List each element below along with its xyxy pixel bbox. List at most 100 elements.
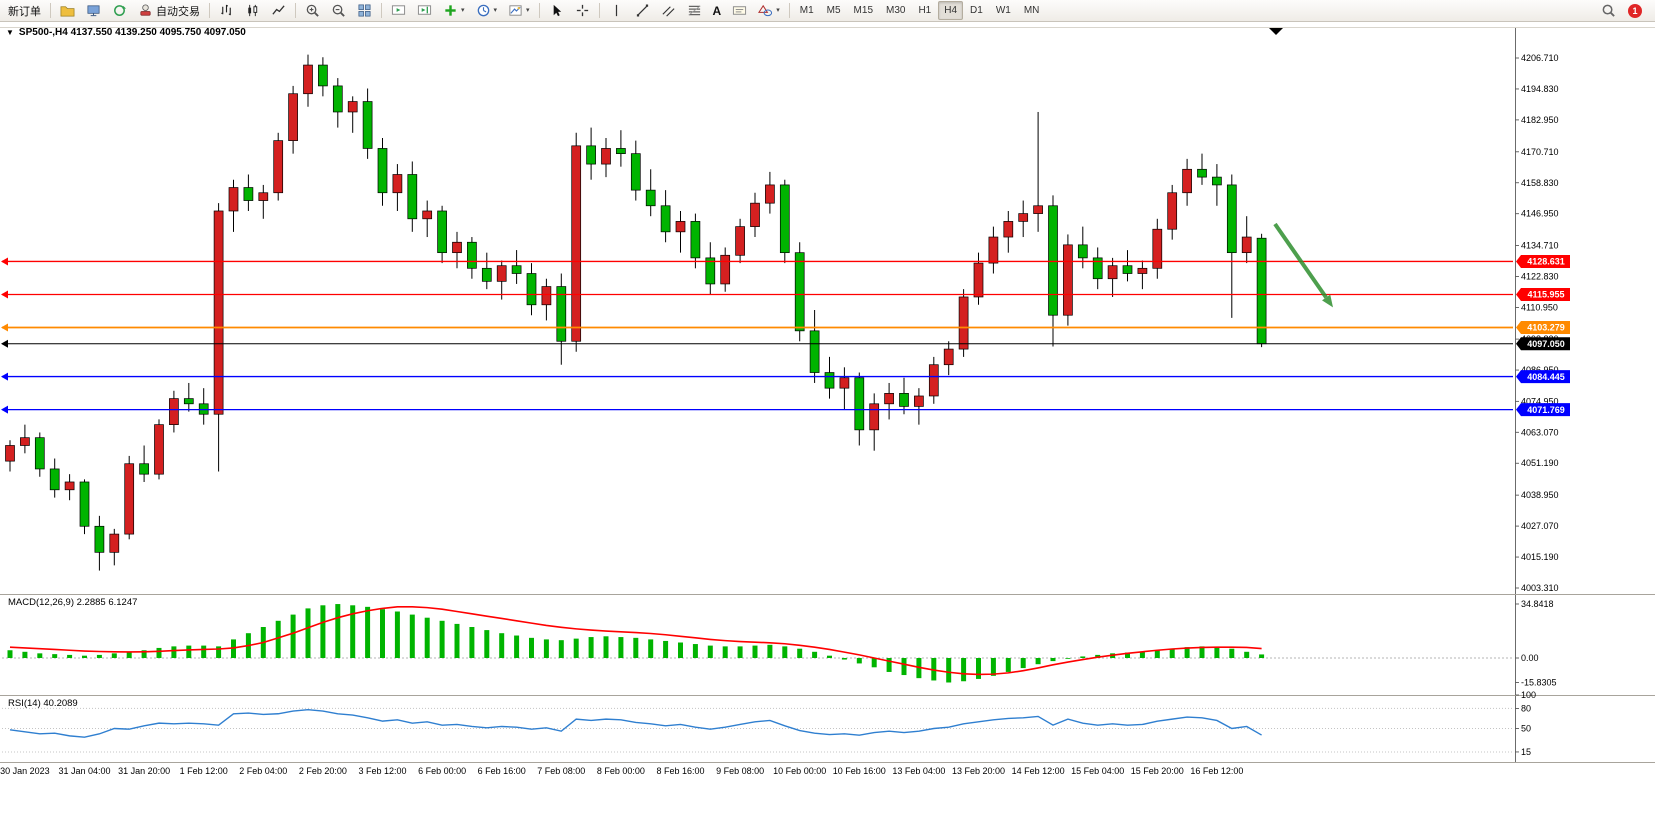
panel-borders <box>0 27 1655 763</box>
text-label-button[interactable] <box>727 1 752 20</box>
periods-button[interactable]: ▾ <box>471 1 503 20</box>
line-left-marker-icon <box>1 323 8 332</box>
timeframe-button-h4[interactable]: H4 <box>938 1 964 20</box>
candle <box>720 254 731 285</box>
chart-title: SP500-,H4 4137.550 4139.250 4095.750 409… <box>18 27 246 38</box>
price-axis-label: 4027.070 <box>1521 521 1559 531</box>
refresh-button[interactable] <box>107 1 132 20</box>
chart-shift-button[interactable] <box>412 1 437 20</box>
price-badge-label: 4084.445 <box>1527 372 1565 382</box>
search-button[interactable] <box>1596 1 1621 20</box>
timeframe-button-m30[interactable]: M30 <box>880 1 911 20</box>
chart-menu-icon[interactable]: ▼ <box>6 27 14 37</box>
line-left-marker-icon <box>1 405 8 414</box>
candlestick-chart-button[interactable] <box>240 1 265 20</box>
auto-scroll-button[interactable] <box>386 1 411 20</box>
rsi-line[interactable] <box>9 709 1262 738</box>
tile-windows-icon <box>358 4 371 17</box>
profiles-button[interactable] <box>81 1 106 20</box>
text-tool-button[interactable]: A <box>708 1 727 20</box>
cursor-button[interactable] <box>544 1 569 20</box>
toolbar-separator <box>538 3 540 18</box>
candle <box>288 93 298 141</box>
vertical-line-button[interactable] <box>604 1 629 20</box>
candle <box>1167 192 1178 230</box>
bar-chart-button[interactable] <box>214 1 239 20</box>
dropdown-caret-icon: ▾ <box>526 7 530 14</box>
price-axis-label: 4063.070 <box>1521 427 1559 437</box>
candle <box>973 262 984 298</box>
line-chart-icon <box>272 5 285 15</box>
candle <box>705 257 716 285</box>
chart-top-right-marker-icon[interactable] <box>1269 28 1283 35</box>
line-left-marker-icon <box>1 290 8 299</box>
arrow-annotation[interactable] <box>1273 222 1333 308</box>
algo-trading-button[interactable]: 自动交易 <box>133 1 205 20</box>
candle <box>1152 228 1163 269</box>
bar-chart-icon <box>221 4 231 16</box>
toolbar-separator <box>295 3 296 18</box>
notification-badge[interactable]: 1 <box>1628 3 1642 18</box>
candle <box>899 393 909 407</box>
timeframe-button-m5[interactable]: M5 <box>821 1 847 20</box>
indicators-button[interactable]: ▾ <box>438 1 470 20</box>
candle <box>1137 267 1148 274</box>
candle <box>1018 213 1029 222</box>
trendline-button[interactable] <box>630 1 655 20</box>
shapes-button[interactable]: ▾ <box>753 1 785 20</box>
candle <box>556 286 567 342</box>
macd-scale-label: 0.00 <box>1521 653 1539 663</box>
macd-histogram[interactable] <box>7 604 1265 683</box>
time-axis[interactable]: 30 Jan 2023 31 Jan 04:00 31 Jan 20:00 1 Feb… <box>0 766 1243 776</box>
time-axis-label: 31 Jan 20:00 <box>118 766 170 776</box>
fibonacci-button[interactable] <box>682 1 707 20</box>
rsi-scale[interactable]: 100 80 50 15 <box>2 690 1536 757</box>
candle <box>139 463 149 475</box>
toolbar-separator <box>381 3 382 18</box>
timeframe-button-m15[interactable]: M15 <box>848 1 879 20</box>
candle <box>914 395 924 407</box>
timeframe-button-w1[interactable]: W1 <box>990 1 1017 20</box>
equidistant-channel-button[interactable] <box>656 1 681 20</box>
crosshair-button[interactable] <box>570 1 595 20</box>
candle <box>422 210 433 220</box>
toolbar-separator <box>209 3 210 18</box>
time-axis-label: 10 Feb 00:00 <box>773 766 826 776</box>
candle <box>586 145 596 165</box>
candle <box>1092 257 1103 280</box>
price-axis-label: 4051.190 <box>1521 458 1559 468</box>
candle <box>377 148 388 194</box>
templates-button[interactable]: ▾ <box>503 1 535 20</box>
candle <box>1107 265 1118 280</box>
candle <box>213 210 224 415</box>
candle <box>347 101 358 113</box>
candle <box>437 210 447 254</box>
candle <box>20 437 30 446</box>
horizontal-lines[interactable] <box>1 257 1513 414</box>
time-axis-label: 13 Feb 04:00 <box>892 766 945 776</box>
candle <box>407 174 418 220</box>
time-axis-label: 3 Feb 12:00 <box>358 766 406 776</box>
zoom-out-button[interactable] <box>326 1 351 20</box>
new-order-button[interactable]: 新订单 <box>3 1 46 20</box>
price-axis[interactable]: 4206.710 4194.830 4182.950 4170.710 4158.830… <box>1515 53 1559 593</box>
candle <box>854 377 865 431</box>
line-left-marker-icon <box>1 372 8 381</box>
line-chart-button[interactable] <box>266 1 291 20</box>
candle <box>273 140 284 194</box>
candle <box>616 148 626 155</box>
timeframe-button-m1[interactable]: M1 <box>794 1 820 20</box>
periods-clock-icon <box>477 4 489 17</box>
timeframe-button-h1[interactable]: H1 <box>912 1 937 20</box>
tile-windows-button[interactable] <box>352 1 377 20</box>
macd-scale[interactable]: 34.8418 0.00 -15.8305 <box>2 599 1557 688</box>
zoom-in-button[interactable] <box>300 1 325 20</box>
timeframe-button-mn[interactable]: MN <box>1018 1 1046 20</box>
time-axis-label: 15 Feb 20:00 <box>1131 766 1184 776</box>
new-chart-button[interactable] <box>55 1 80 20</box>
timeframe-button-d1[interactable]: D1 <box>964 1 989 20</box>
candle <box>1063 244 1073 316</box>
rsi-label: RSI(14) 40.2089 <box>8 698 78 709</box>
macd-signal-line[interactable] <box>9 606 1262 676</box>
